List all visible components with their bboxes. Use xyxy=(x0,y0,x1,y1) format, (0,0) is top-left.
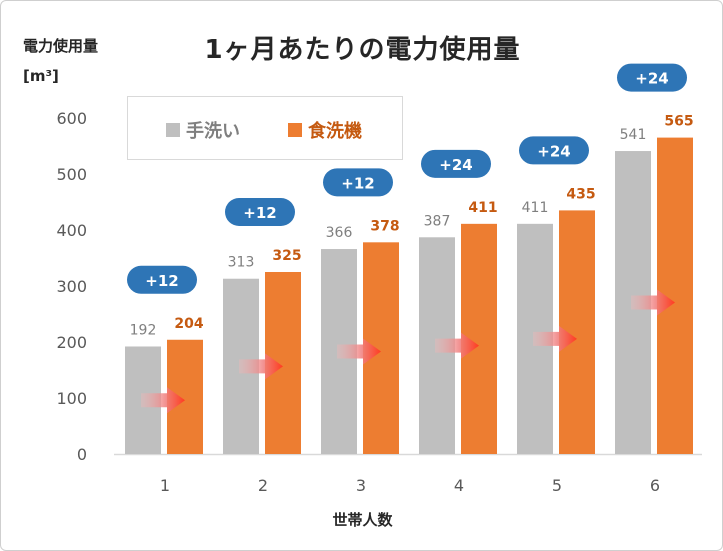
data-label-dishwasher: 204 xyxy=(174,316,203,332)
difference-label: +24 xyxy=(439,156,472,174)
data-label-dishwasher: 565 xyxy=(664,114,693,130)
y-tick-label: 100 xyxy=(56,389,87,408)
x-tick-label: 3 xyxy=(356,476,366,495)
legend-item-handwash: 手洗い xyxy=(166,117,240,143)
difference-label: +24 xyxy=(537,142,570,160)
difference-label: +12 xyxy=(243,204,276,222)
legend: 手洗い 食洗機 xyxy=(127,96,403,160)
legend-label-dishwasher: 食洗機 xyxy=(308,121,362,142)
chart-title: 1ヶ月あたりの電力使用量 xyxy=(204,35,521,65)
data-label-dishwasher: 435 xyxy=(566,186,595,202)
difference-badge xyxy=(421,149,491,178)
y-axis-unit: [m³] xyxy=(23,67,59,85)
difference-badge xyxy=(617,63,687,92)
right-arrow-icon xyxy=(435,332,479,359)
data-label-handwash: 313 xyxy=(228,255,255,271)
y-tick-label: 500 xyxy=(56,165,87,184)
legend-item-dishwasher: 食洗機 xyxy=(288,117,362,143)
y-tick-label: 400 xyxy=(56,221,87,240)
x-tick-label: 2 xyxy=(258,476,268,495)
y-tick-label: 600 xyxy=(56,109,87,128)
data-label-handwash: 411 xyxy=(522,200,549,216)
difference-label: +12 xyxy=(145,272,178,290)
x-tick-label: 4 xyxy=(454,476,464,495)
difference-badge xyxy=(225,198,295,226)
difference-badge xyxy=(519,136,589,165)
y-tick-label: 0 xyxy=(77,445,87,464)
difference-badge xyxy=(323,168,393,197)
y-axis-title: 電力使用量 xyxy=(23,37,99,55)
right-arrow-icon xyxy=(141,387,185,414)
right-arrow-icon xyxy=(337,338,381,365)
data-label-dishwasher: 378 xyxy=(370,218,399,234)
legend-swatch-handwash xyxy=(166,123,180,137)
difference-badge xyxy=(127,265,197,294)
y-tick-label: 200 xyxy=(56,333,87,352)
legend-label-handwash: 手洗い xyxy=(186,121,240,142)
right-arrow-icon xyxy=(533,325,577,352)
data-label-handwash: 541 xyxy=(620,127,647,143)
data-label-dishwasher: 325 xyxy=(272,248,301,264)
data-label-dishwasher: 411 xyxy=(468,200,497,216)
x-tick-label: 5 xyxy=(552,476,562,495)
x-axis-title: 世帯人数 xyxy=(332,511,393,529)
data-label-handwash: 387 xyxy=(424,213,451,229)
data-label-handwash: 192 xyxy=(130,322,157,338)
difference-label: +24 xyxy=(635,70,668,88)
data-label-handwash: 366 xyxy=(326,225,353,241)
x-tick-label: 1 xyxy=(160,476,170,495)
legend-swatch-dishwasher xyxy=(288,123,302,137)
difference-label: +12 xyxy=(341,174,374,192)
x-tick-label: 6 xyxy=(650,476,660,495)
right-arrow-icon xyxy=(631,289,675,316)
y-tick-label: 300 xyxy=(56,277,87,296)
right-arrow-icon xyxy=(239,353,283,380)
